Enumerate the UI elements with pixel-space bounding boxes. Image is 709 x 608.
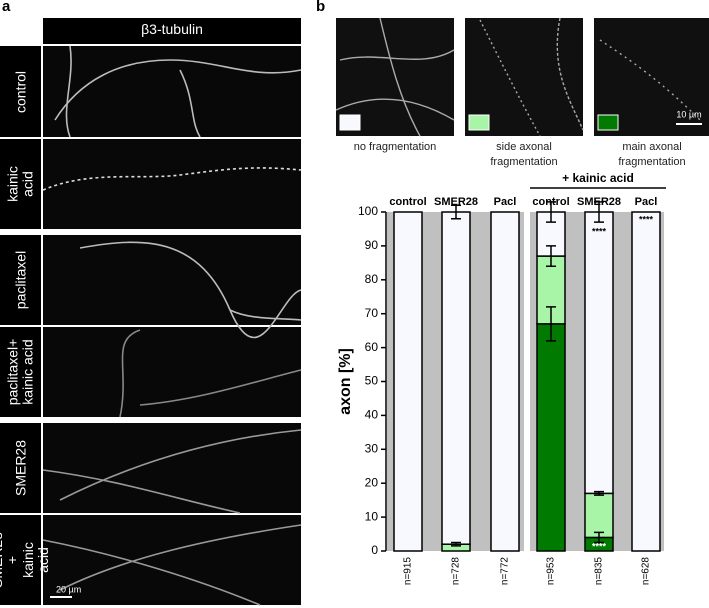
y-tick-label: 30 bbox=[365, 441, 379, 455]
row-label-box: paclitaxel bbox=[0, 235, 41, 325]
row-label-box: SMER28 bbox=[0, 423, 41, 513]
row-label: paclitaxel bbox=[11, 250, 28, 310]
row-label-box: paclitaxel+ kainic acid bbox=[0, 327, 41, 417]
y-tick-label: 40 bbox=[365, 408, 379, 422]
example-traces bbox=[335, 17, 701, 137]
legend-swatch bbox=[597, 114, 619, 131]
error-bar bbox=[594, 490, 604, 496]
bar-label: control bbox=[389, 196, 426, 208]
y-tick-label: 50 bbox=[365, 374, 379, 388]
bar-label: Pacl bbox=[494, 196, 517, 208]
bar-segment bbox=[441, 211, 471, 545]
x-tick-label: n=772 bbox=[500, 557, 511, 586]
row-label: paclitaxel+ kainic acid bbox=[4, 338, 36, 406]
legend-label: main axonal fragmentation bbox=[618, 141, 686, 168]
scale-bar-label: 10 µm bbox=[676, 109, 701, 119]
x-tick-label: n=835 bbox=[594, 557, 605, 586]
bar-segment bbox=[631, 211, 661, 552]
y-axis-label: axon [%] bbox=[337, 348, 354, 415]
y-tick-label: 60 bbox=[365, 340, 379, 354]
row-label: control bbox=[11, 70, 28, 113]
row-label-box: control bbox=[0, 46, 41, 137]
y-tick-label: 0 bbox=[371, 543, 378, 557]
group-label: + kainic acid bbox=[562, 171, 634, 185]
error-bar bbox=[546, 245, 556, 267]
error-bar bbox=[451, 204, 461, 220]
significance: **** bbox=[592, 226, 607, 236]
y-tick-label: 20 bbox=[365, 475, 379, 489]
bar-label: Pacl bbox=[635, 196, 658, 208]
row-label-box: kainic acid bbox=[0, 139, 41, 229]
bar-segment bbox=[490, 211, 520, 552]
row-label: SMER28 + kainic acid bbox=[0, 531, 51, 589]
bar-label: control bbox=[532, 196, 569, 208]
bar-segment bbox=[584, 211, 614, 495]
x-tick-label: n=628 bbox=[641, 557, 652, 586]
y-tick-label: 100 bbox=[358, 204, 378, 218]
scale-bar bbox=[676, 123, 702, 125]
y-tick-label: 10 bbox=[365, 509, 379, 523]
y-tick-label: 90 bbox=[365, 238, 379, 252]
significance: **** bbox=[592, 541, 607, 551]
y-tick-label: 80 bbox=[365, 272, 379, 286]
error-bar bbox=[546, 201, 556, 223]
error-bar bbox=[594, 531, 604, 544]
legend-label: side axonal fragmentation bbox=[490, 141, 558, 168]
bar-chart: 0 10 20 30 40 50 60 70 80 90 100 axon [%] n=915 contr… bbox=[337, 114, 666, 586]
axon-traces bbox=[42, 45, 302, 606]
micrographs bbox=[43, 46, 301, 605]
legend-swatch bbox=[468, 114, 490, 131]
panel-label: a bbox=[2, 0, 11, 15]
y-tick-label: 70 bbox=[365, 306, 379, 320]
panel-label: b bbox=[316, 0, 326, 15]
row-label: kainic acid bbox=[4, 166, 36, 202]
bar-segment bbox=[584, 492, 614, 539]
row-label-box: SMER28 + kainic acid bbox=[0, 515, 51, 605]
header-bar bbox=[43, 18, 301, 44]
bar-label: SMER28 bbox=[434, 196, 478, 208]
bar-segment bbox=[393, 211, 423, 552]
row-label: SMER28 bbox=[11, 439, 28, 497]
error-bar bbox=[594, 201, 604, 223]
x-tick-label: n=915 bbox=[403, 557, 414, 586]
panel-header: β3-tubulin bbox=[141, 21, 203, 37]
example-images bbox=[336, 18, 709, 136]
scale-bar-label: 20 µm bbox=[56, 584, 81, 594]
bar-segment bbox=[536, 323, 566, 552]
x-tick-label: n=728 bbox=[451, 557, 462, 586]
legend-swatch bbox=[339, 114, 361, 131]
significance: **** bbox=[639, 214, 654, 224]
x-tick-label: n=953 bbox=[546, 557, 557, 586]
legend-label: no fragmentation bbox=[353, 141, 437, 153]
error-bar bbox=[451, 541, 461, 547]
scale-bar bbox=[50, 596, 72, 598]
error-bar bbox=[546, 306, 556, 342]
bar-label: SMER28 bbox=[577, 196, 621, 208]
